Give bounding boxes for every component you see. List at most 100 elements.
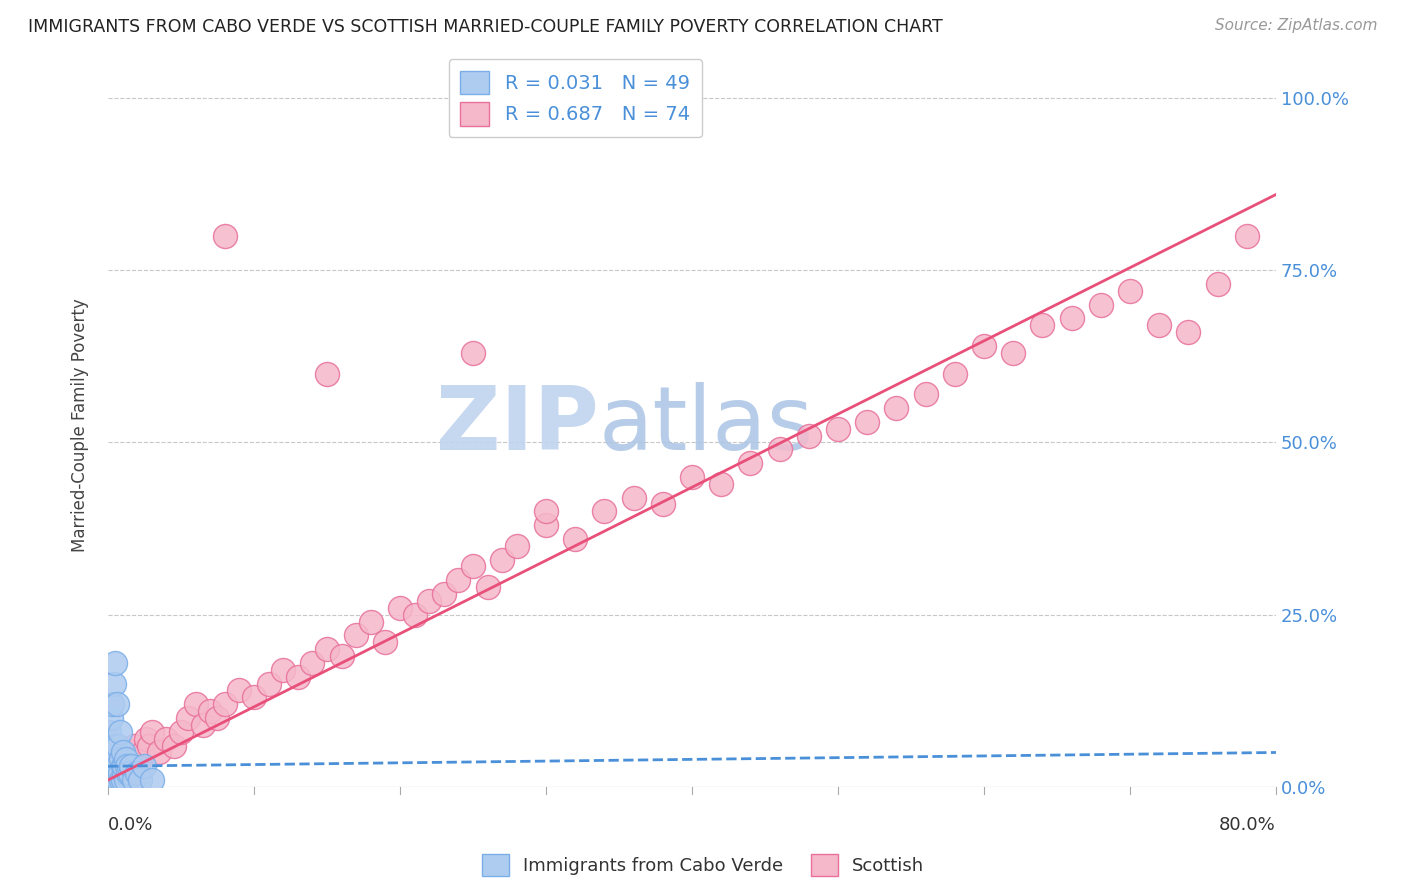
Point: [101, 698, 124, 712]
Point: [214, 698, 236, 712]
Point: [97, 780, 120, 794]
Point: [287, 670, 309, 684]
Point: [170, 724, 193, 739]
Legend: R = 0.031   N = 49, R = 0.687   N = 74: R = 0.031 N = 49, R = 0.687 N = 74: [449, 59, 702, 137]
Text: IMMIGRANTS FROM CABO VERDE VS SCOTTISH MARRIED-COUPLE FAMILY POVERTY CORRELATION: IMMIGRANTS FROM CABO VERDE VS SCOTTISH M…: [28, 18, 943, 36]
Point: [110, 752, 132, 766]
Point: [100, 759, 122, 773]
Point: [316, 367, 339, 381]
Point: [155, 731, 177, 746]
Point: [374, 635, 396, 649]
Point: [115, 759, 138, 773]
Point: [98, 780, 121, 794]
Point: [184, 698, 207, 712]
Point: [105, 698, 128, 712]
Point: [120, 746, 142, 760]
Point: [344, 628, 367, 642]
Point: [1147, 318, 1170, 333]
Point: [100, 746, 122, 760]
Point: [111, 759, 134, 773]
Point: [623, 491, 645, 505]
Point: [107, 772, 129, 787]
Text: 0.0%: 0.0%: [108, 816, 153, 834]
Point: [316, 642, 339, 657]
Legend: Immigrants from Cabo Verde, Scottish: Immigrants from Cabo Verde, Scottish: [475, 847, 931, 883]
Point: [117, 766, 139, 780]
Point: [111, 772, 134, 787]
Point: [98, 766, 121, 780]
Point: [107, 739, 129, 753]
Point: [1031, 318, 1053, 333]
Point: [101, 759, 124, 773]
Point: [1206, 277, 1229, 291]
Point: [1119, 284, 1142, 298]
Point: [207, 711, 229, 725]
Point: [534, 518, 557, 533]
Point: [103, 766, 125, 780]
Point: [271, 663, 294, 677]
Point: [681, 470, 703, 484]
Point: [1002, 346, 1025, 360]
Point: [491, 552, 513, 566]
Point: [100, 780, 122, 794]
Point: [104, 656, 127, 670]
Point: [98, 746, 121, 760]
Point: [506, 539, 529, 553]
Point: [534, 504, 557, 518]
Point: [1236, 228, 1258, 243]
Point: [243, 690, 266, 705]
Point: [404, 607, 426, 622]
Point: [914, 387, 936, 401]
Point: [418, 594, 440, 608]
Point: [461, 346, 484, 360]
Point: [132, 746, 155, 760]
Point: [111, 759, 134, 773]
Text: ZIP: ZIP: [436, 382, 599, 469]
Point: [107, 759, 129, 773]
Point: [111, 746, 134, 760]
Point: [141, 724, 163, 739]
Point: [100, 780, 122, 794]
Point: [1177, 326, 1199, 340]
Point: [129, 752, 152, 766]
Point: [122, 772, 145, 787]
Point: [103, 746, 125, 760]
Point: [447, 574, 470, 588]
Point: [127, 766, 149, 780]
Point: [98, 772, 121, 787]
Point: [104, 759, 127, 773]
Point: [100, 711, 122, 725]
Point: [177, 711, 200, 725]
Point: [120, 759, 142, 773]
Point: [301, 656, 323, 670]
Point: [360, 615, 382, 629]
Point: [163, 739, 186, 753]
Point: [943, 367, 966, 381]
Point: [827, 422, 849, 436]
Point: [118, 766, 141, 780]
Point: [461, 559, 484, 574]
Point: [101, 746, 124, 760]
Point: [105, 766, 128, 780]
Point: [973, 339, 995, 353]
Point: [1060, 311, 1083, 326]
Point: [134, 759, 156, 773]
Point: [105, 766, 128, 780]
Point: [108, 766, 131, 780]
Point: [100, 772, 122, 787]
Point: [105, 752, 128, 766]
Point: [108, 772, 131, 787]
Point: [740, 456, 762, 470]
Point: [886, 401, 908, 415]
Point: [593, 504, 616, 518]
Point: [104, 772, 127, 787]
Point: [797, 428, 820, 442]
Point: [129, 772, 152, 787]
Point: [148, 746, 170, 760]
Point: [98, 724, 121, 739]
Point: [710, 476, 733, 491]
Point: [108, 724, 131, 739]
Point: [477, 580, 499, 594]
Point: [141, 772, 163, 787]
Point: [198, 704, 221, 718]
